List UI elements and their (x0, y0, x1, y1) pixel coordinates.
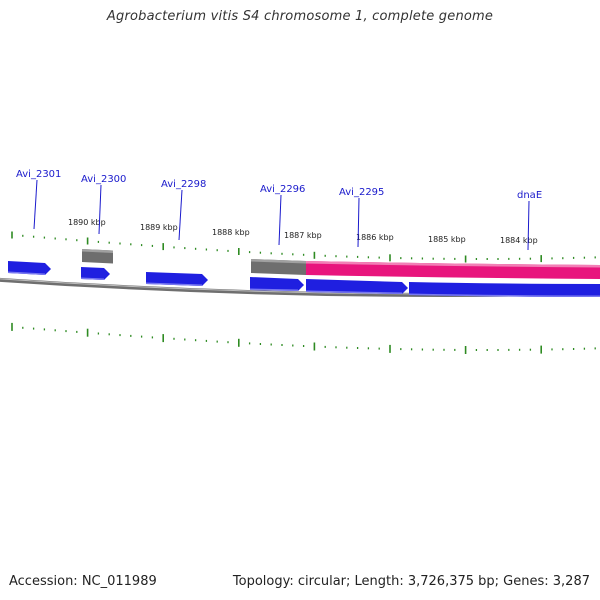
scale-ticks-upper (11, 231, 596, 263)
scale-label-1889: 1889 kbp (140, 223, 178, 232)
gene-label-group-dnae[interactable]: dnaE (517, 190, 542, 251)
scale-label-1890: 1890 kbp (68, 218, 106, 227)
cds-arrow-avi2298[interactable] (146, 272, 208, 286)
gene-label-group-avi2296[interactable]: Avi_2296 (260, 184, 305, 246)
cds-arrow-avi2296[interactable] (250, 277, 304, 291)
gene-label-group-avi2300[interactable]: Avi_2300 (81, 174, 126, 235)
map-title: Agrobacterium vitis S4 chromosome 1, com… (106, 9, 494, 24)
genome-summary-text: Topology: circular; Length: 3,726,375 bp… (232, 574, 590, 589)
gene-label[interactable]: Avi_2295 (339, 187, 384, 198)
label-leader-line (278, 194, 282, 246)
label-leader-line (33, 179, 38, 230)
gene-label-group-avi2298[interactable]: Avi_2298 (161, 179, 206, 241)
gene-label[interactable]: Avi_2296 (260, 184, 305, 195)
accession-text: Accession: NC_011989 (9, 574, 157, 589)
cds-arrow-dnae[interactable] (409, 282, 600, 297)
scale-label-1887: 1887 kbp (284, 231, 322, 240)
gene-label[interactable]: Avi_2298 (161, 179, 206, 190)
cds-arrow-avi2295[interactable] (306, 279, 408, 294)
cds-arrow-avi2300[interactable] (81, 267, 110, 280)
scale-label-1885: 1885 kbp (428, 235, 466, 244)
scale-ticks-lower (11, 322, 596, 354)
label-leader-line (357, 197, 360, 248)
gene-label-group-avi2301[interactable]: Avi_2301 (16, 169, 61, 230)
label-leader-line (98, 184, 102, 235)
gene-label-group-avi2295[interactable]: Avi_2295 (339, 187, 384, 248)
gene-label[interactable]: Avi_2301 (16, 169, 61, 180)
scale-label-1884: 1884 kbp (500, 236, 538, 245)
scale-label-1886: 1886 kbp (356, 233, 394, 242)
gene-block-avi2300[interactable] (82, 249, 113, 264)
gene-label[interactable]: dnaE (517, 190, 542, 201)
gene-block-avi2296[interactable] (251, 259, 306, 275)
gene-label[interactable]: Avi_2300 (81, 174, 126, 185)
feature-band-pink[interactable] (306, 261, 600, 279)
cds-arrow-avi2301[interactable] (8, 261, 51, 275)
label-leader-line (178, 189, 183, 241)
label-leader-line (527, 200, 530, 251)
scale-label-1888: 1888 kbp (212, 228, 250, 237)
